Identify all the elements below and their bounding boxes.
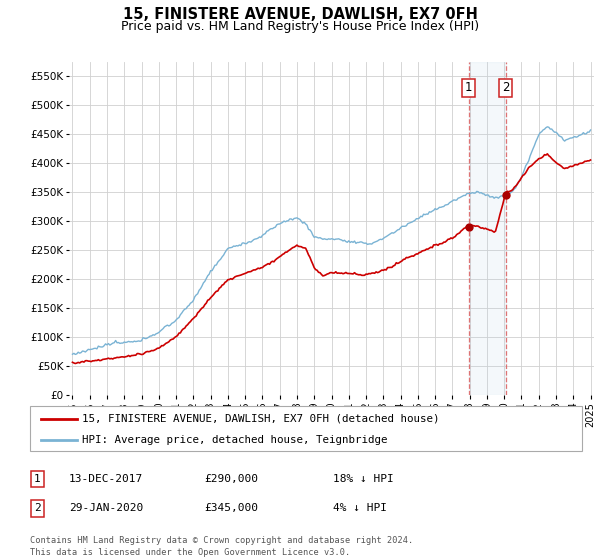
Text: HPI: Average price, detached house, Teignbridge: HPI: Average price, detached house, Teig… xyxy=(82,435,388,445)
Text: 13-DEC-2017: 13-DEC-2017 xyxy=(69,474,143,484)
Text: 4% ↓ HPI: 4% ↓ HPI xyxy=(333,503,387,514)
Text: 18% ↓ HPI: 18% ↓ HPI xyxy=(333,474,394,484)
Text: 1: 1 xyxy=(465,81,473,94)
Bar xyxy=(469,62,506,395)
Text: Contains HM Land Registry data © Crown copyright and database right 2024.
This d: Contains HM Land Registry data © Crown c… xyxy=(30,536,413,557)
Text: 15, FINISTERE AVENUE, DAWLISH, EX7 0FH: 15, FINISTERE AVENUE, DAWLISH, EX7 0FH xyxy=(122,7,478,22)
FancyBboxPatch shape xyxy=(30,406,582,451)
Text: 2: 2 xyxy=(34,503,41,514)
Text: 1: 1 xyxy=(34,474,41,484)
Text: £345,000: £345,000 xyxy=(204,503,258,514)
Text: 2: 2 xyxy=(502,81,509,94)
Text: Price paid vs. HM Land Registry's House Price Index (HPI): Price paid vs. HM Land Registry's House … xyxy=(121,20,479,32)
Text: 15, FINISTERE AVENUE, DAWLISH, EX7 0FH (detached house): 15, FINISTERE AVENUE, DAWLISH, EX7 0FH (… xyxy=(82,413,440,423)
Text: 29-JAN-2020: 29-JAN-2020 xyxy=(69,503,143,514)
Text: £290,000: £290,000 xyxy=(204,474,258,484)
